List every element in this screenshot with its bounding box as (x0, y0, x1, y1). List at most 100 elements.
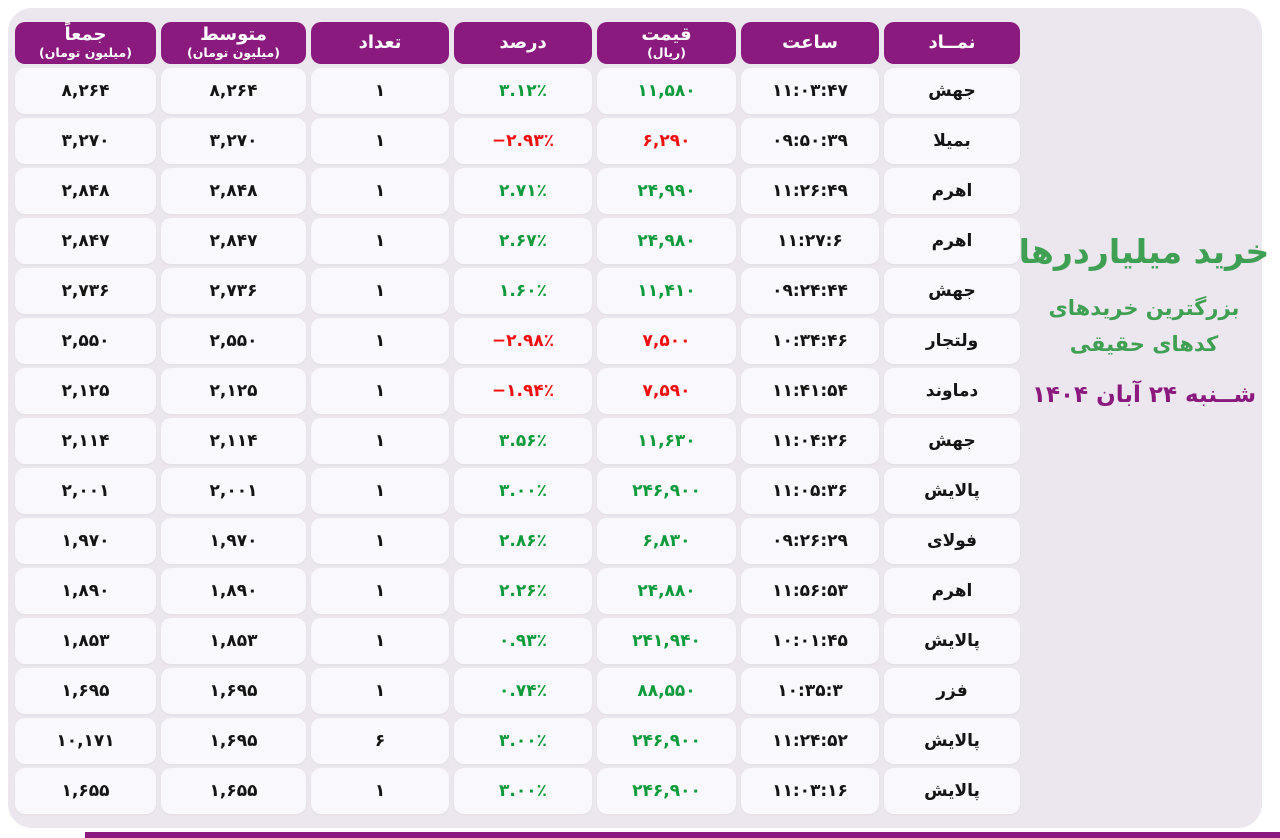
price-value: ۲۴۱,۹۴۰ (632, 631, 701, 651)
total-value: ۱,۶۹۵ (61, 681, 110, 701)
total-value: ۱,۸۵۳ (61, 631, 110, 651)
avg-value: ۲,۵۵۰ (209, 331, 258, 351)
avg-value: ۱,۶۹۵ (209, 731, 258, 751)
total-value: ۱,۶۵۵ (61, 781, 110, 801)
header-label: متوسط (200, 24, 267, 46)
total-value: ۸,۲۶۴ (61, 81, 110, 101)
total-value: ۳,۲۷۰ (61, 131, 110, 151)
cell-percent: ۳.۵۶٪ (454, 418, 592, 464)
time-value: ۱۱:۰۵:۳۶ (772, 481, 848, 501)
cell-price: ۱۱,۴۱۰ (597, 268, 736, 314)
cell-total: ۲,۱۱۴ (15, 418, 156, 464)
cell-price: ۲۴۶,۹۰۰ (597, 768, 736, 814)
time-value: ۱۱:۴۱:۵۴ (772, 381, 848, 401)
count-value: ۱ (374, 331, 386, 351)
count-value: ۱ (374, 581, 386, 601)
cell-percent: ۲.۶۷٪ (454, 218, 592, 264)
count-value: ۱ (374, 131, 386, 151)
cell-symbol: پالایش (884, 618, 1020, 664)
price-value: ۶,۲۹۰ (642, 131, 691, 151)
avg-value: ۲,۱۱۴ (209, 431, 258, 451)
percent-value: ۳.۰۰٪ (499, 781, 547, 801)
total-value: ۲,۷۳۶ (61, 281, 110, 301)
cell-avg: ۸,۲۶۴ (161, 68, 306, 114)
total-value: ۲,۱۱۴ (61, 431, 110, 451)
cell-percent: ۰.۹۳٪ (454, 618, 592, 664)
cell-price: ۶,۲۹۰ (597, 118, 736, 164)
cell-count: ۱ (311, 618, 449, 664)
cell-percent: ۱.۶۰٪ (454, 268, 592, 314)
cell-price: ۶,۸۳۰ (597, 518, 736, 564)
avg-value: ۳,۲۷۰ (209, 131, 258, 151)
cell-price: ۲۴۶,۹۰۰ (597, 718, 736, 764)
cell-time: ۱۱:۲۴:۵۲ (741, 718, 879, 764)
cell-total: ۸,۲۶۴ (15, 68, 156, 114)
price-value: ۲۴,۸۸۰ (637, 581, 696, 601)
count-value: ۱ (374, 81, 386, 101)
price-value: ۲۴,۹۸۰ (637, 231, 696, 251)
cell-symbol: دماوند (884, 368, 1020, 414)
cell-time: ۰۹:۲۶:۲۹ (741, 518, 879, 564)
cell-total: ۱,۸۵۳ (15, 618, 156, 664)
table-row: پالایش ۱۱:۲۴:۵۲ ۲۴۶,۹۰۰ ۳.۰۰٪ ۶ ۱,۶۹۵ ۱۰,۱۷۱ (15, 718, 1020, 764)
table: نمــاد ساعت قیمت (ریال) درصد تعداد متوسط (میلیو… (15, 22, 1020, 818)
header-cell-avg: متوسط (میلیون تومان) (161, 22, 306, 64)
table-row: پالایش ۱۰:۰۱:۴۵ ۲۴۱,۹۴۰ ۰.۹۳٪ ۱ ۱,۸۵۳ ۱,۸۵۳ (15, 618, 1020, 664)
avg-value: ۱,۶۹۵ (209, 681, 258, 701)
cell-count: ۱ (311, 468, 449, 514)
symbol-value: جهش (928, 281, 976, 301)
header-cell-symbol: نمــاد (884, 22, 1020, 64)
table-row: جهش ۱۱:۰۳:۴۷ ۱۱,۵۸۰ ۳.۱۲٪ ۱ ۸,۲۶۴ ۸,۲۶۴ (15, 68, 1020, 114)
cell-count: ۱ (311, 518, 449, 564)
header-label: قیمت (641, 24, 692, 46)
symbol-value: بمیلا (933, 131, 971, 151)
total-value: ۲,۰۰۱ (61, 481, 110, 501)
price-value: ۲۴,۹۹۰ (637, 181, 696, 201)
cell-avg: ۱,۹۷۰ (161, 518, 306, 564)
cell-total: ۳,۲۷۰ (15, 118, 156, 164)
cell-price: ۷,۵۰۰ (597, 318, 736, 364)
percent-value: ۱.۶۰٪ (499, 281, 547, 301)
avg-value: ۱,۹۷۰ (209, 531, 258, 551)
symbol-value: ولتجار (925, 331, 979, 351)
symbol-value: جهش (928, 81, 976, 101)
cell-price: ۲۴۶,۹۰۰ (597, 468, 736, 514)
percent-value: ۳.۰۰٪ (499, 731, 547, 751)
header-label: درصد (499, 31, 547, 53)
count-value: ۱ (374, 681, 386, 701)
cell-time: ۱۱:۰۳:۱۶ (741, 768, 879, 814)
cell-price: ۸۸,۵۵۰ (597, 668, 736, 714)
cell-total: ۲,۱۲۵ (15, 368, 156, 414)
bottom-accent-bar (85, 832, 1280, 838)
cell-symbol: اهرم (884, 168, 1020, 214)
total-value: ۲,۸۴۸ (61, 181, 110, 201)
cell-avg: ۲,۸۴۷ (161, 218, 306, 264)
cell-time: ۰۹:۵۰:۳۹ (741, 118, 879, 164)
cell-symbol: ولتجار (884, 318, 1020, 364)
table-row: بمیلا ۰۹:۵۰:۳۹ ۶,۲۹۰ −۲.۹۳٪ ۱ ۳,۲۷۰ ۳,۲۷۰ (15, 118, 1020, 164)
percent-value: ۲.۸۶٪ (499, 531, 547, 551)
cell-symbol: اهرم (884, 568, 1020, 614)
cell-price: ۲۴,۹۸۰ (597, 218, 736, 264)
cell-avg: ۲,۷۳۶ (161, 268, 306, 314)
cell-total: ۱۰,۱۷۱ (15, 718, 156, 764)
count-value: ۱ (374, 381, 386, 401)
table-row: جهش ۰۹:۲۴:۴۴ ۱۱,۴۱۰ ۱.۶۰٪ ۱ ۲,۷۳۶ ۲,۷۳۶ (15, 268, 1020, 314)
price-value: ۲۴۶,۹۰۰ (632, 481, 701, 501)
header-cell-price: قیمت (ریال) (597, 22, 736, 64)
count-value: ۶ (374, 731, 386, 751)
count-value: ۱ (374, 781, 386, 801)
cell-percent: ۳.۱۲٪ (454, 68, 592, 114)
cell-time: ۱۰:۰۱:۴۵ (741, 618, 879, 664)
cell-price: ۲۴,۹۹۰ (597, 168, 736, 214)
cell-avg: ۲,۰۰۱ (161, 468, 306, 514)
table-row: فولای ۰۹:۲۶:۲۹ ۶,۸۳۰ ۲.۸۶٪ ۱ ۱,۹۷۰ ۱,۹۷۰ (15, 518, 1020, 564)
header-label: تعداد (358, 31, 402, 53)
cell-count: ۱ (311, 168, 449, 214)
cell-count: ۶ (311, 718, 449, 764)
cell-avg: ۲,۱۲۵ (161, 368, 306, 414)
cell-count: ۱ (311, 418, 449, 464)
cell-time: ۱۱:۵۶:۵۳ (741, 568, 879, 614)
cell-percent: −۲.۹۳٪ (454, 118, 592, 164)
cell-symbol: جهش (884, 268, 1020, 314)
